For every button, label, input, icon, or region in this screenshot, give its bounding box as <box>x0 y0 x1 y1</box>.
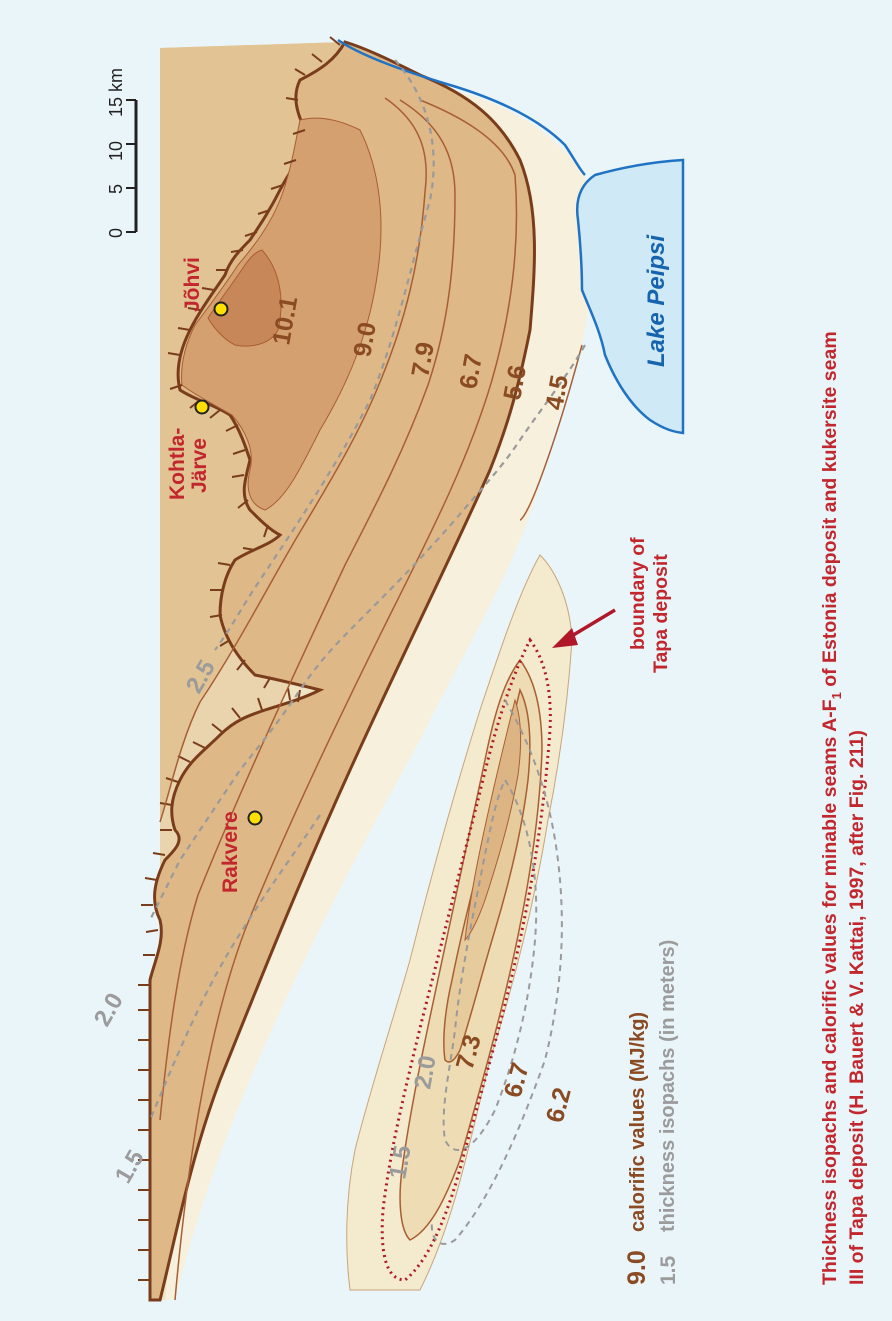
scale-tick-0: 0 <box>106 228 126 238</box>
river-line <box>337 38 586 176</box>
calorific-contours <box>159 97 583 1301</box>
town-label-jarve: Järve <box>188 438 211 493</box>
legend-calorific-value: 9.0 <box>623 1250 651 1285</box>
caption-line1-sub: 1 <box>829 692 844 699</box>
thickness-label-1-5-tapa: 1.5 <box>384 1143 416 1181</box>
thickness-label-2-0-tapa: 2.0 <box>409 1053 441 1091</box>
legend-thickness-text: thickness isopachs (in meters) <box>657 940 679 1232</box>
johvi-marker[interactable] <box>213 301 229 317</box>
legend-calorific-text: calorific values (MJ/kg) <box>627 1012 649 1232</box>
legend-thickness-value: 1.5 <box>657 1255 680 1285</box>
caption-line1: Thickness isopachs and calorific values … <box>819 331 844 1285</box>
scale-tick-5: 5 <box>106 184 126 194</box>
caption-line1-end: of Estonia deposit and kukersite seam <box>819 331 841 692</box>
lake-peipsi[interactable] <box>576 158 685 435</box>
scale-tick-15: 15 km <box>106 68 126 117</box>
town-markers <box>194 301 263 826</box>
scale-tick-10: 10 <box>106 141 126 161</box>
calorific-label-7-9: 7.9 <box>406 340 440 379</box>
caption-line1-start: Thickness isopachs and calorific values … <box>819 699 841 1285</box>
town-label-kohtla: Kohtla- <box>166 428 189 500</box>
estonia-deposit <box>148 40 590 1302</box>
caption: Thickness isopachs and calorific values … <box>819 331 868 1285</box>
tapa-deposit <box>346 554 573 1291</box>
tapa-label-line1: boundary of <box>627 537 649 650</box>
calorific-label-9-0: 9.0 <box>348 320 382 359</box>
tapa-arrow <box>552 608 616 648</box>
tapa-isopach-2-0 <box>442 777 538 1151</box>
legend: 9.0 calorific values (MJ/kg) 1.5 thickne… <box>623 940 680 1285</box>
lake-label: Lake Peipsi <box>643 234 670 367</box>
zone-9-0 <box>181 117 382 511</box>
kohtla-jarve-marker[interactable] <box>194 399 210 415</box>
town-label-johvi: Jõhvi <box>181 257 204 312</box>
tapa-boundary <box>380 637 552 1282</box>
caption-line2: III of Tapa deposit (H. Bauert & V. Katt… <box>846 730 868 1285</box>
scale-bar: 0 5 10 15 km <box>106 68 138 238</box>
tapa-isopach-1-5 <box>430 699 563 1245</box>
calorific-label-6-7: 6.7 <box>454 352 488 391</box>
town-label-rakvere: Rakvere <box>219 811 242 893</box>
calorific-label-5-6: 5.6 <box>498 363 532 402</box>
thickness-isopachs <box>148 59 586 1121</box>
calorific-label-4-5: 4.5 <box>540 373 574 412</box>
tapa-label-line2: Tapa deposit <box>650 554 672 673</box>
zone-10-1 <box>207 249 282 347</box>
rakvere-marker[interactable] <box>247 810 263 826</box>
